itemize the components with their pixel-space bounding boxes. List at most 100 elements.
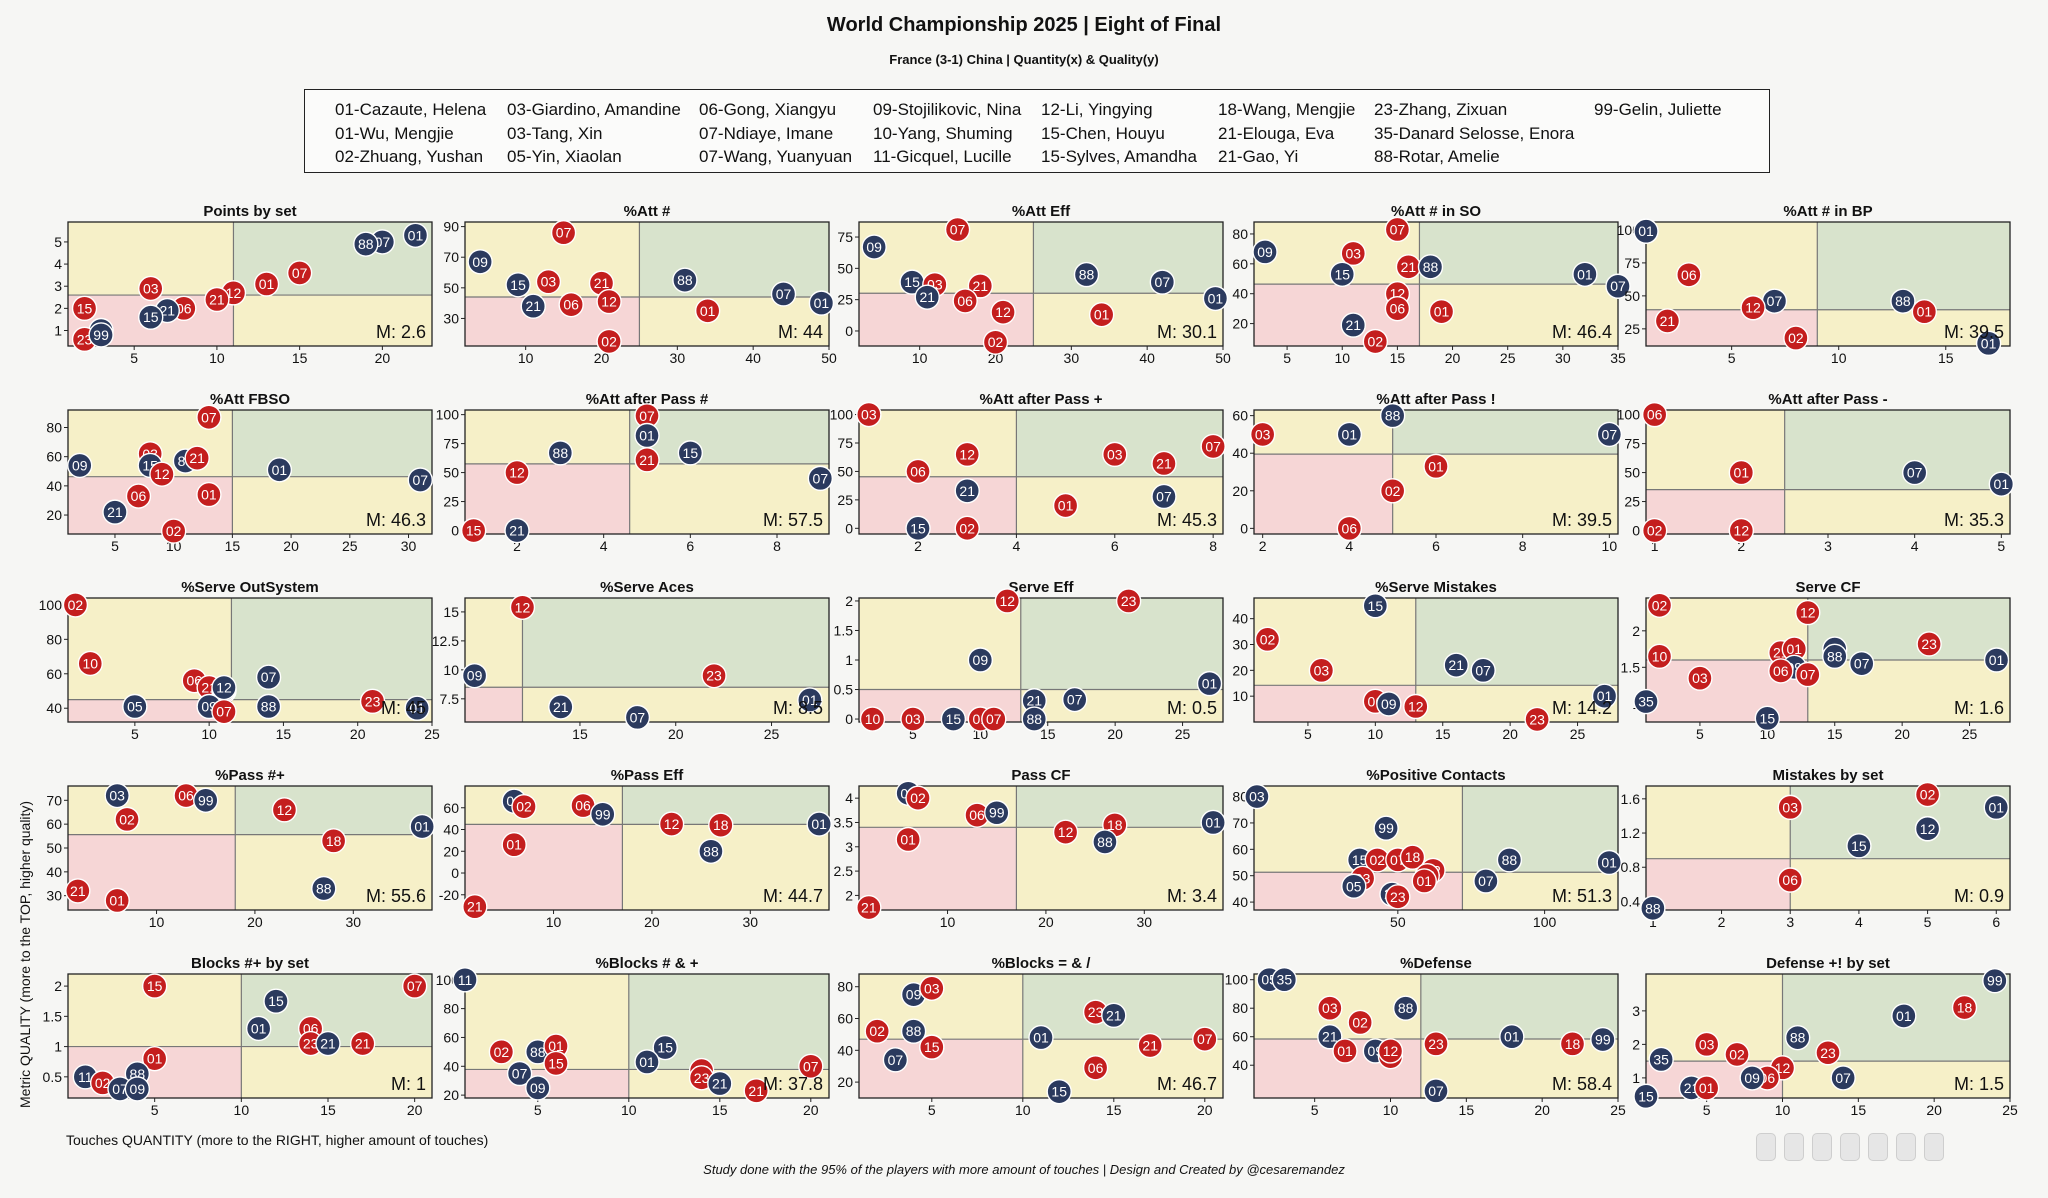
player-point: 07 xyxy=(1200,433,1226,460)
player-point: 07 xyxy=(807,465,834,492)
player-point: 12 xyxy=(954,441,980,468)
player-number: 01 xyxy=(548,1038,564,1054)
player-marker xyxy=(141,1045,168,1072)
player-marker xyxy=(954,478,980,504)
player-point: 01 xyxy=(808,290,835,316)
player-point: 21 xyxy=(520,293,546,319)
player-number: 21 xyxy=(1660,313,1676,329)
player-number: 06 xyxy=(910,463,926,479)
player-point: 21 xyxy=(1317,1024,1343,1050)
player-point: 01 xyxy=(196,481,222,508)
player-point: 21 xyxy=(1151,450,1177,477)
player-point: 07 xyxy=(624,704,651,731)
x-tick-label: 6 xyxy=(1111,538,1119,554)
player-marker xyxy=(1783,325,1809,351)
y-tick-label: 40 xyxy=(46,864,62,880)
y-tick-label: 75 xyxy=(837,229,853,245)
median-label: M: 8.5 xyxy=(773,698,823,718)
player-marker xyxy=(1151,450,1177,477)
player-marker xyxy=(88,322,114,348)
player-point: 21 xyxy=(954,478,980,504)
quadrant-bottom-right xyxy=(1420,1038,1618,1098)
player-point: 07 xyxy=(196,404,222,430)
y-tick-label: 2 xyxy=(54,300,62,316)
player-number: 15 xyxy=(683,445,699,461)
chart-title: Blocks #+ by set xyxy=(191,955,309,972)
y-tick-label: 80 xyxy=(1232,226,1248,242)
player-marker xyxy=(1728,517,1755,544)
player-number: 09 xyxy=(530,1080,546,1096)
x-tick-label: 15 xyxy=(1827,726,1843,742)
player-point: 88 xyxy=(1784,1024,1811,1051)
player-point: 02 xyxy=(1347,1009,1373,1036)
player-point: 12 xyxy=(994,588,1020,614)
legend-entry: 03-Tang, Xin xyxy=(507,123,603,143)
y-tick-label: 25 xyxy=(1624,494,1640,510)
x-tick-label: 5 xyxy=(1997,538,2005,554)
player-number: 12 xyxy=(995,304,1011,320)
player-point: 09 xyxy=(467,249,493,275)
player-number: 23 xyxy=(1121,593,1137,609)
player-marker xyxy=(1693,1075,1720,1101)
player-number: 01 xyxy=(1205,814,1221,830)
player-marker xyxy=(624,704,651,731)
legend-column: 18-Wang, Mengjie 21-Elouga, Eva 21-Gao, … xyxy=(1218,98,1355,169)
x-tick-label: 1 xyxy=(1651,538,1659,554)
player-marker xyxy=(652,1034,678,1061)
x-tick-label: 5 xyxy=(111,538,119,554)
player-point: 10 xyxy=(859,706,886,732)
y-tick-label: 5 xyxy=(54,234,62,250)
player-number: 06 xyxy=(575,798,591,814)
legend-entry: 09-Stojilikovic, Nina xyxy=(873,100,1022,119)
player-marker xyxy=(1754,705,1781,732)
player-marker xyxy=(677,440,704,466)
legend-entry: 07-Wang, Yuanyuan xyxy=(699,147,853,166)
player-number: 12 xyxy=(959,446,975,462)
player-marker xyxy=(919,1034,945,1060)
median-label: M: 39.5 xyxy=(1552,510,1612,530)
player-marker xyxy=(856,894,882,921)
player-number: 02 xyxy=(1729,1046,1745,1062)
player-number: 21 xyxy=(748,1083,764,1099)
median-label: M: 45.3 xyxy=(1157,510,1217,530)
player-number: 10 xyxy=(865,711,881,727)
player-point: 01 xyxy=(797,687,823,713)
player-point: 35 xyxy=(1633,688,1659,715)
player-number: 21 xyxy=(467,899,483,915)
x-tick-label: 10 xyxy=(1015,1102,1031,1118)
player-marker xyxy=(1983,794,2009,821)
player-number: 01 xyxy=(1601,855,1617,871)
player-point: 12 xyxy=(658,811,685,837)
player-number: 21 xyxy=(861,900,877,916)
player-point: 99 xyxy=(88,322,114,348)
player-marker xyxy=(547,440,574,466)
player-number: 15 xyxy=(904,274,920,290)
player-number: 09 xyxy=(467,668,483,684)
player-number: 88 xyxy=(316,881,332,897)
player-number: 03 xyxy=(1107,446,1123,462)
quadrant-bottom-right xyxy=(1782,1061,2010,1098)
player-marker xyxy=(104,782,130,809)
player-point: 01 xyxy=(1428,298,1455,325)
player-number: 15 xyxy=(466,523,482,539)
player-marker xyxy=(1392,995,1419,1021)
player-marker xyxy=(1768,658,1794,684)
player-point: 02 xyxy=(1783,325,1809,351)
player-point: 01 xyxy=(1200,809,1226,836)
player-marker xyxy=(1890,288,1916,314)
y-tick-label: 0 xyxy=(451,523,459,539)
player-marker xyxy=(359,688,386,715)
player-marker xyxy=(71,295,98,322)
x-tick-label: 40 xyxy=(1139,350,1155,366)
player-number: 12 xyxy=(1383,1043,1399,1059)
player-number: 12 xyxy=(1408,699,1424,715)
quadrant-bottom-left xyxy=(859,476,1017,534)
player-point: 10 xyxy=(77,650,103,677)
chart-panel: %Serve Mistakes 5 10 15 20 25 10 20 30 40 15 02 03 21… xyxy=(1232,579,1619,742)
player-point: 07 xyxy=(1596,421,1623,448)
player-point: 01 xyxy=(1728,459,1755,486)
plot-frame xyxy=(464,785,830,911)
player-marker xyxy=(1891,1003,1917,1029)
player-number: 21 xyxy=(525,298,541,314)
